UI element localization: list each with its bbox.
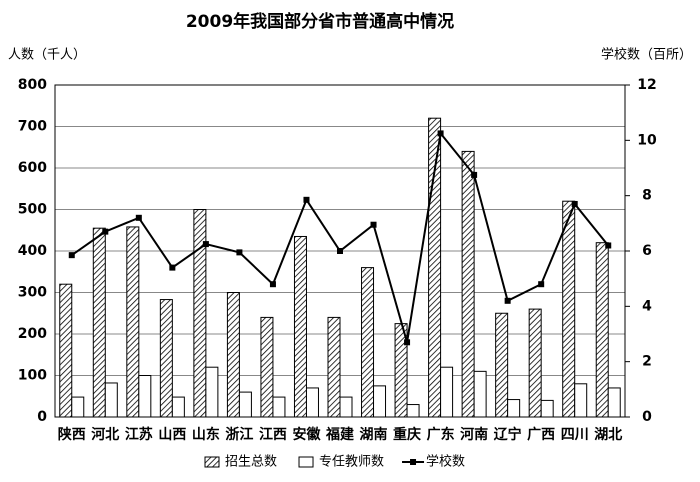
y2-tick-label: 2 <box>642 354 652 370</box>
y2-tick-label: 0 <box>642 409 652 425</box>
bar <box>406 404 420 418</box>
line-marker <box>370 221 377 228</box>
x-tick-label: 陕西 <box>58 426 86 443</box>
bar <box>92 227 106 418</box>
bar <box>138 375 152 418</box>
bar <box>361 267 375 418</box>
x-tick-label: 湖南 <box>360 426 388 443</box>
line <box>71 131 610 343</box>
y2-tick-label: 4 <box>642 298 652 314</box>
bar <box>607 387 621 418</box>
y2-tick-label: 8 <box>642 188 652 204</box>
legend-swatch <box>410 459 417 465</box>
bar <box>293 235 307 418</box>
legend-label: 专任教师数 <box>319 454 384 470</box>
line-marker <box>471 171 478 178</box>
y-tick-label: 300 <box>18 285 47 301</box>
x-tick-label: 江苏 <box>125 426 153 443</box>
x-tick-label: 重庆 <box>393 426 421 443</box>
bar <box>440 366 454 418</box>
y2-tick-label: 6 <box>642 243 652 259</box>
line-marker <box>605 242 612 249</box>
bar <box>159 299 173 418</box>
x-tick-label: 四川 <box>561 427 589 443</box>
bar <box>507 399 521 418</box>
x-tick-label: 福建 <box>325 426 354 443</box>
bar <box>339 396 353 418</box>
line-marker <box>102 228 109 235</box>
line-marker <box>538 281 545 288</box>
bar <box>272 396 286 418</box>
y-tick-label: 700 <box>18 119 47 135</box>
x-tick-label: 河南 <box>460 426 488 443</box>
bar <box>193 209 207 418</box>
y2-tick-label: 10 <box>637 132 657 148</box>
bar <box>171 396 185 418</box>
bar <box>461 150 475 418</box>
bar <box>104 382 118 418</box>
bar <box>428 117 442 418</box>
line-marker <box>303 196 310 203</box>
legend-swatch <box>204 456 220 468</box>
bar <box>327 316 341 418</box>
x-tick-label: 安徽 <box>292 426 321 443</box>
y2-axis-label: 学校数（百所） <box>601 47 692 63</box>
bar <box>205 366 219 418</box>
y-tick-label: 600 <box>18 160 47 176</box>
line-marker <box>437 130 444 137</box>
bar <box>226 292 240 418</box>
x-tick-label: 湖北 <box>594 427 622 443</box>
x-tick-label: 山东 <box>192 426 220 443</box>
bar <box>595 242 609 418</box>
bar <box>373 385 387 418</box>
bar <box>562 200 576 418</box>
bar <box>126 226 140 418</box>
y2-tick-label: 12 <box>637 77 656 93</box>
line-marker <box>404 339 411 346</box>
legend-label: 招生总数 <box>225 455 277 470</box>
line-marker <box>269 281 276 288</box>
x-tick-label: 江西 <box>259 426 287 443</box>
line-marker <box>337 248 343 254</box>
y-tick-label: 500 <box>18 202 47 218</box>
bar <box>260 316 274 418</box>
bar <box>59 283 73 418</box>
y-tick-label: 100 <box>18 368 47 384</box>
bar <box>71 396 85 418</box>
line-marker <box>202 241 209 248</box>
bar <box>574 383 588 418</box>
line-marker <box>571 200 578 207</box>
bar <box>238 391 252 418</box>
bar <box>540 399 554 418</box>
line-marker <box>135 214 142 221</box>
x-tick-label: 浙江 <box>225 426 253 443</box>
x-tick-label: 广西 <box>527 426 555 443</box>
y-axis-label: 人数（千人） <box>8 48 86 63</box>
x-tick-label: 辽宁 <box>494 426 522 443</box>
y-tick-label: 400 <box>18 243 47 259</box>
bar <box>305 387 319 418</box>
legend-label: 学校数 <box>426 454 465 470</box>
line-marker <box>236 249 243 256</box>
x-tick-label: 山西 <box>158 427 186 443</box>
line-marker <box>68 252 75 259</box>
y-tick-label: 200 <box>18 326 47 342</box>
bar <box>473 370 487 418</box>
legend-swatch <box>298 456 314 468</box>
bar <box>528 308 542 418</box>
line-marker <box>169 264 176 271</box>
x-tick-label: 广东 <box>427 426 455 443</box>
x-tick-label: 河北 <box>91 426 119 443</box>
line-marker <box>504 297 511 304</box>
y-tick-label: 0 <box>37 409 47 425</box>
y-tick-label: 800 <box>18 77 47 93</box>
bar <box>495 312 509 418</box>
chart-title: 2009年我国部分省市普通高中情况 <box>186 11 454 32</box>
